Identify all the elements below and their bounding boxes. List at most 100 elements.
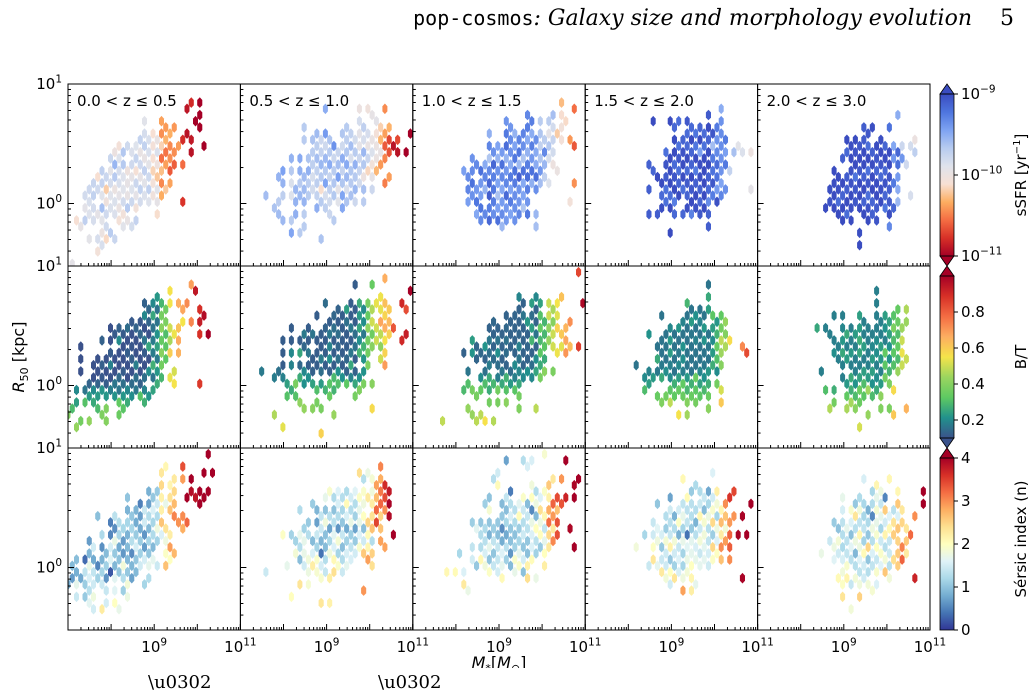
hexbin-cell [478, 554, 484, 565]
hexbin-cell [554, 529, 560, 541]
hexbin-cell [857, 190, 863, 201]
hexbin-cell [512, 153, 518, 164]
hexbin-cell [469, 335, 475, 346]
hexbin-cell [108, 541, 113, 553]
hexbin-cell [137, 159, 143, 170]
hexbin-cell [120, 585, 126, 596]
hexbin-cell [886, 523, 892, 534]
hexbin-cell [310, 184, 316, 195]
hexbin-cell [508, 341, 514, 352]
hexbin-cell [722, 341, 728, 352]
hexbin-cell [171, 159, 177, 170]
hexbin-cell [154, 196, 160, 208]
hexbin-cell [840, 177, 846, 189]
hexbin-cell [503, 529, 509, 541]
hexbin-cell [440, 415, 446, 427]
hexbin-cell [361, 159, 367, 170]
hexbin-cell [197, 122, 203, 133]
hexbin-cell [120, 159, 126, 170]
hexbin-cell [125, 579, 130, 590]
hexbin-cell [684, 165, 690, 177]
hexbin-cell [840, 566, 846, 578]
hexbin-cell [478, 372, 484, 383]
hexbin-cells [633, 279, 750, 421]
hexbin-cell [129, 390, 135, 402]
hexbin-cell [671, 390, 677, 402]
hexbin-cell [146, 523, 152, 534]
hexbin-cell [103, 585, 109, 596]
hexbin-cell [348, 177, 354, 189]
hexbin-cell [133, 335, 139, 346]
hexbin-cell [718, 397, 724, 408]
hexbin-cell [869, 208, 875, 220]
hexbin-cell [516, 403, 522, 414]
hexbin-cell [684, 372, 690, 383]
hexbin-cell [861, 146, 867, 158]
hexbin-cell [495, 359, 501, 371]
hexbin-cell [478, 165, 484, 177]
hexbin-cell [373, 492, 379, 503]
hexbin-cell [486, 165, 492, 177]
hexbin-cell [116, 165, 122, 177]
hexbin-cell [697, 548, 703, 559]
hexbin-cell [491, 208, 497, 220]
hexbin-cell [163, 328, 169, 340]
hexbin-cell [361, 184, 367, 195]
hexbin-cell [533, 134, 539, 146]
hexbin-cell [697, 486, 703, 497]
hexbin-cell [120, 535, 126, 547]
hexbin-cell [82, 554, 88, 565]
hexbin-cell [895, 184, 901, 195]
hexbin-cell [180, 523, 186, 534]
hexbin-cell [520, 202, 526, 214]
hexbin-cell [369, 159, 375, 170]
hexbin-cell [305, 153, 311, 164]
hexbin-cell [288, 190, 294, 201]
hexbin-cell [361, 366, 367, 377]
hexbin-cell [705, 353, 711, 365]
hexbin-cell [520, 517, 526, 528]
hexbin-cell [91, 177, 96, 189]
hexbin-cell [903, 316, 909, 328]
hexbin-cell [840, 541, 846, 553]
hexbin-cell [373, 115, 379, 127]
hexbin-cell [882, 165, 888, 177]
hexbin-cell [188, 97, 194, 108]
hexbin-cell [546, 297, 552, 309]
hexbin-cell [718, 140, 724, 152]
hexbin-cell [491, 523, 497, 534]
hexbin-cell [516, 353, 522, 365]
hexbin-cell [137, 510, 143, 522]
hexbin-cell [314, 504, 320, 516]
hexbin-cell [831, 177, 837, 189]
hexbin-cell [865, 359, 871, 371]
hexbin-cell [546, 177, 552, 189]
hexbin-cell [516, 341, 522, 352]
hexbin-cell [865, 566, 871, 578]
hexbin-cell [154, 486, 160, 497]
hexbin-cell [280, 215, 286, 226]
hexbin-cell [659, 566, 665, 578]
hexbin-cell [693, 372, 699, 383]
hexbin-cell [159, 322, 164, 334]
hexbin-cell [403, 304, 409, 315]
hexbin-cell [301, 184, 307, 195]
hexbin-cell [520, 322, 526, 334]
hexbin-cell [378, 498, 384, 510]
hexbin-cell [886, 184, 892, 195]
hexbin-cell [861, 328, 867, 340]
hexbin-cell [520, 190, 526, 201]
hexbin-cell [680, 208, 686, 220]
hexbin-cell [167, 297, 173, 309]
hexbin-cell [356, 310, 362, 321]
hexbin-cell [482, 353, 488, 365]
hexbin-cell [650, 372, 656, 383]
hexbin-cell [654, 498, 660, 510]
hexbin-cell [529, 541, 535, 553]
hexbin-cell [688, 208, 694, 220]
hexbin-cell [693, 140, 699, 152]
hexbin-cell [486, 322, 492, 334]
hexbin-cell [844, 171, 850, 183]
hexbin-cell [373, 153, 379, 164]
hexbin-cell [908, 140, 914, 152]
